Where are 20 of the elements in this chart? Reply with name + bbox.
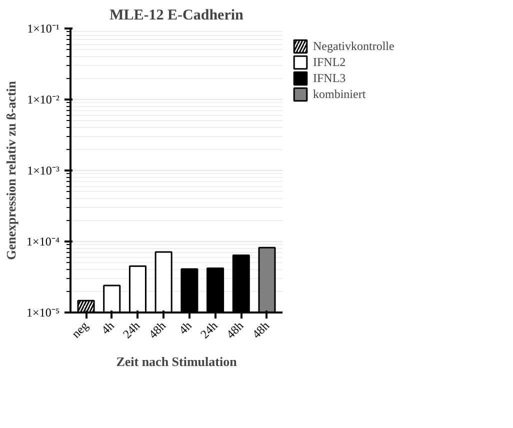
y-axis-title: Genexpression relativ zu ß-actin [4, 80, 19, 260]
x-tick-label: 48h [146, 318, 169, 342]
legend-label: kombiniert [313, 86, 366, 102]
y-tick-label: 1×10⁻⁵ [26, 306, 60, 320]
legend-label: IFNL3 [313, 70, 346, 86]
x-tick-label: 4h [176, 318, 194, 337]
x-tick-label: neg [68, 318, 91, 341]
x-tick-label: 48h [223, 318, 246, 342]
legend-label: Negativkontrolle [313, 38, 394, 54]
y-tick-label: 1×10⁻³ [27, 164, 60, 178]
chart-title: MLE-12 E-Cadherin [110, 8, 244, 24]
legend-label: IFNL2 [313, 54, 346, 70]
x-tick-label: 24h [198, 318, 220, 342]
x-tick-label: 4h [98, 318, 117, 337]
x-tick-label: 24h [120, 318, 143, 342]
y-tick-label: 1×10⁻⁴ [26, 234, 60, 248]
x-axis-title: Zeit nach Stimulation [116, 354, 238, 370]
y-tick-label: 1×10⁻² [27, 92, 60, 106]
y-tick-label: 1×10⁻¹ [27, 22, 60, 36]
x-tick-label: 48h [249, 318, 272, 342]
